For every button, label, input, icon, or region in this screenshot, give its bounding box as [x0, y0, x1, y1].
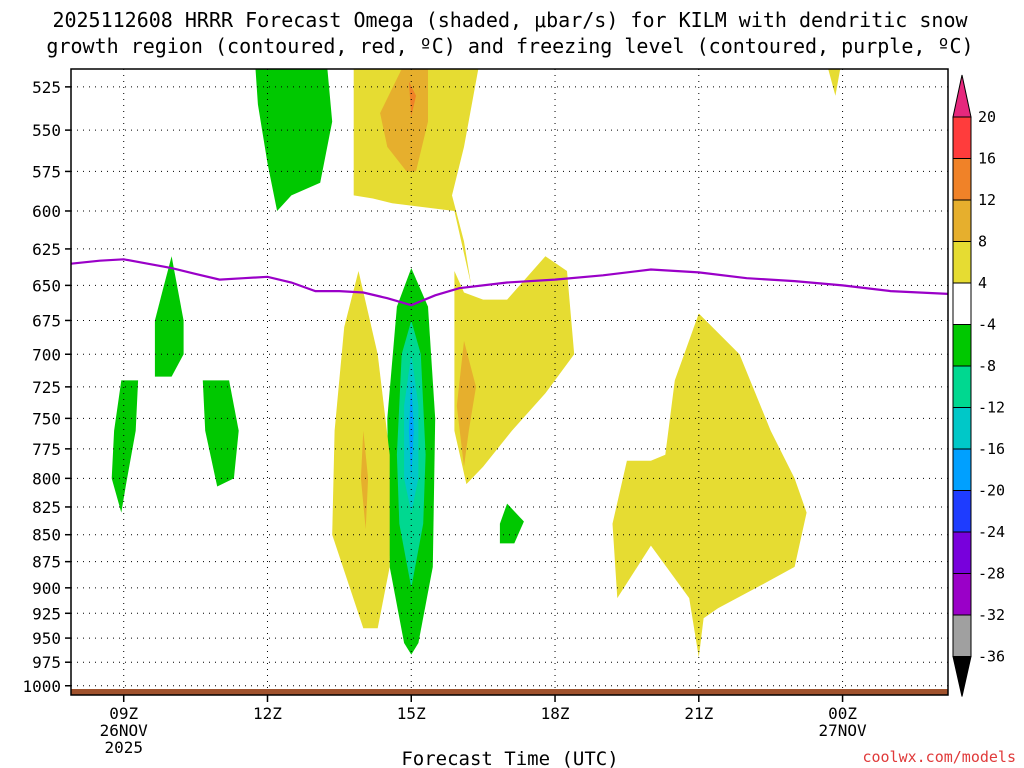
x-tick-date-09Z: 26NOV: [100, 721, 149, 740]
watermark: coolwx.com/models: [862, 748, 1016, 766]
y-tick-label-625: 625: [32, 240, 61, 259]
colorbar-label--32: -32: [978, 606, 1005, 624]
colorbar-segment-7: [952, 365, 972, 408]
colorbar-label--12: -12: [978, 399, 1005, 417]
colorbar-label-20: 20: [978, 108, 996, 126]
omega-region-green-1000z: [154, 256, 184, 377]
colorbar-label-4: 4: [978, 274, 987, 292]
x-tick-label-00Z: 00Z: [828, 704, 857, 723]
plot-frame: [70, 68, 949, 696]
colorbar-label--20: -20: [978, 482, 1005, 500]
y-tick-label-750: 750: [32, 409, 61, 428]
y-tick-label-725: 725: [32, 378, 61, 397]
y-tick-label-575: 575: [32, 162, 61, 181]
omega-region-yellow-lower-right: [612, 313, 807, 658]
colorbar-top-arrow: [952, 74, 972, 118]
y-tick-label-950: 950: [32, 629, 61, 648]
colorbar-segment-13: [952, 614, 972, 657]
omega-region-green-upper-12z: [255, 69, 333, 211]
colorbar-segment-8: [952, 407, 972, 450]
omega-region-yellow-lower-14z: [332, 271, 390, 629]
y-tick-label-925: 925: [32, 604, 61, 623]
colorbar-segment-1: [952, 116, 972, 159]
x-tick-label-12Z: 12Z: [253, 704, 282, 723]
colorbar-label-12: 12: [978, 191, 996, 209]
omega-region-orange-1400z: [360, 430, 369, 530]
x-tick-label-21Z: 21Z: [684, 704, 713, 723]
colorbar-label--16: -16: [978, 440, 1005, 458]
colorbar-label-8: 8: [978, 233, 987, 251]
colorbar-label--36: -36: [978, 648, 1005, 666]
colorbar-segment-9: [952, 448, 972, 491]
colorbar-segment-2: [952, 158, 972, 201]
omega-region-darkorange-upper-15z: [408, 81, 416, 117]
colorbar-segment-3: [952, 199, 972, 242]
chart-title-line-2: growth region (contoured, red, ºC) and f…: [46, 34, 973, 58]
colorbar-segment-11: [952, 531, 972, 574]
freezing-level-line: [70, 258, 949, 307]
x-tick-date-00Z: 27NOV: [818, 721, 867, 740]
omega-shading-layer: [111, 69, 841, 658]
y-tick-label-675: 675: [32, 311, 61, 330]
omega-region-green-1100z: [202, 380, 239, 487]
omega-region-green-1700z: [499, 503, 524, 544]
colorbar-label--4: -4: [978, 316, 996, 334]
x-tick-label-09Z: 09Z: [109, 704, 138, 723]
x-tick-label-15Z: 15Z: [397, 704, 426, 723]
y-axis: 525 550 575 600 625 650 675 700 725 750 775 800 825 8…: [22, 78, 71, 696]
y-tick-label-1000: 1000: [22, 677, 61, 696]
y-tick-label-975: 975: [32, 653, 61, 672]
colorbar: 20 16 12 8 4 -4 -8 -12 -16 -20 -24 -28 -32 -36: [952, 74, 1005, 697]
omega-region-orange-upper-15z: [380, 69, 428, 172]
chart-title-line-1: 2025112608 HRRR Forecast Omega (shaded, …: [52, 8, 968, 32]
colorbar-segment-12: [952, 573, 972, 616]
y-tick-label-850: 850: [32, 526, 61, 545]
omega-region-orange-1600z: [456, 340, 476, 467]
x-axis-label: Forecast Time (UTC): [401, 748, 618, 768]
colorbar-bottom-arrow: [952, 656, 972, 697]
y-tick-label-775: 775: [32, 440, 61, 459]
colorbar-segment-5: [952, 282, 972, 325]
colorbar-label--8: -8: [978, 357, 996, 375]
y-tick-label-900: 900: [32, 579, 61, 598]
y-tick-label-875: 875: [32, 553, 61, 572]
colorbar-label-16: 16: [978, 150, 996, 168]
grid-lines: [71, 69, 948, 695]
x-tick-label-18Z: 18Z: [541, 704, 570, 723]
x-tick-year-09Z: 2025: [104, 738, 143, 757]
omega-region-yellow-mid-16z: [454, 256, 575, 485]
y-tick-label-550: 550: [32, 121, 61, 140]
omega-region-green-0900z: [111, 380, 139, 513]
colorbar-segment-6: [952, 324, 972, 367]
colorbar-label--28: -28: [978, 565, 1005, 583]
y-tick-label-700: 700: [32, 345, 61, 364]
y-tick-label-600: 600: [32, 202, 61, 221]
colorbar-label--24: -24: [978, 523, 1005, 541]
y-tick-label-650: 650: [32, 276, 61, 295]
colorbar-segment-10: [952, 490, 972, 533]
ground-surface: [71, 689, 948, 695]
y-tick-label-800: 800: [32, 469, 61, 488]
y-tick-label-825: 825: [32, 498, 61, 517]
colorbar-segment-4: [952, 241, 972, 284]
omega-region-yellow-upper-right: [828, 69, 841, 96]
y-tick-label-525: 525: [32, 78, 61, 97]
